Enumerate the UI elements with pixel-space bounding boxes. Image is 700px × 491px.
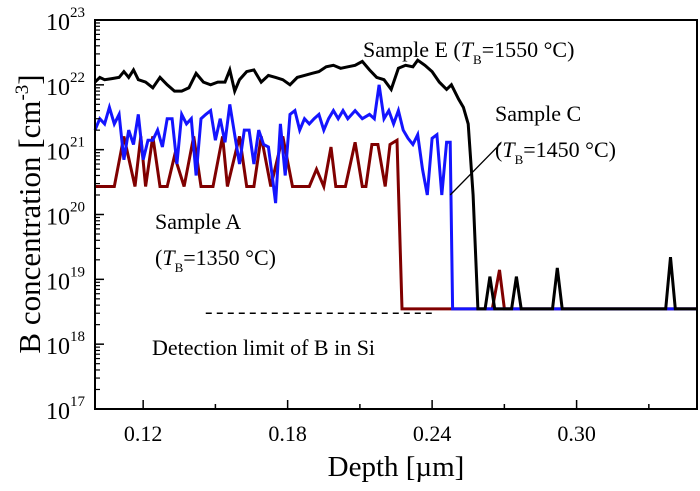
- x-tick-label: 0.18: [268, 421, 307, 446]
- y-tick-label: 1020: [46, 200, 85, 231]
- y-tick-label: 1019: [46, 264, 85, 295]
- annotation-sample-a-line2: (TB=1350 °C): [155, 245, 276, 275]
- series-line-sample-e: [93, 58, 697, 311]
- y-axis-label: B concentration [cm-3]: [12, 74, 47, 353]
- x-tick-label: 0.30: [557, 421, 596, 446]
- detection-limit-label: Detection limit of B in Si: [152, 335, 375, 360]
- y-tick-label: 1018: [46, 329, 85, 360]
- series-layer: [93, 58, 697, 314]
- y-tick-label: 1023: [46, 5, 85, 36]
- annotation-sample-e: Sample E (TB=1550 °C): [363, 37, 574, 67]
- axes-layer: 0.12 0.18 0.24 0.30 1017 1018 1019 1020 1021 1022…: [46, 5, 650, 446]
- annotation-pointer-line: [449, 142, 502, 196]
- plot-frame: [94, 19, 698, 410]
- x-tick-label: 0.12: [124, 421, 163, 446]
- y-tick-label: 1021: [46, 135, 85, 166]
- annotation-sample-a-line1: Sample A: [155, 209, 241, 234]
- series-line-sample-c: [93, 84, 697, 311]
- x-tick-label: 0.24: [413, 421, 452, 446]
- y-tick-label: 1017: [46, 394, 86, 425]
- y-tick-label: 1022: [46, 70, 85, 101]
- annotation-sample-c-line2: (TB=1450 °C): [495, 137, 616, 167]
- x-axis-label: Depth [µm]: [328, 451, 465, 483]
- annotation-sample-c-line1: Sample C: [495, 101, 581, 126]
